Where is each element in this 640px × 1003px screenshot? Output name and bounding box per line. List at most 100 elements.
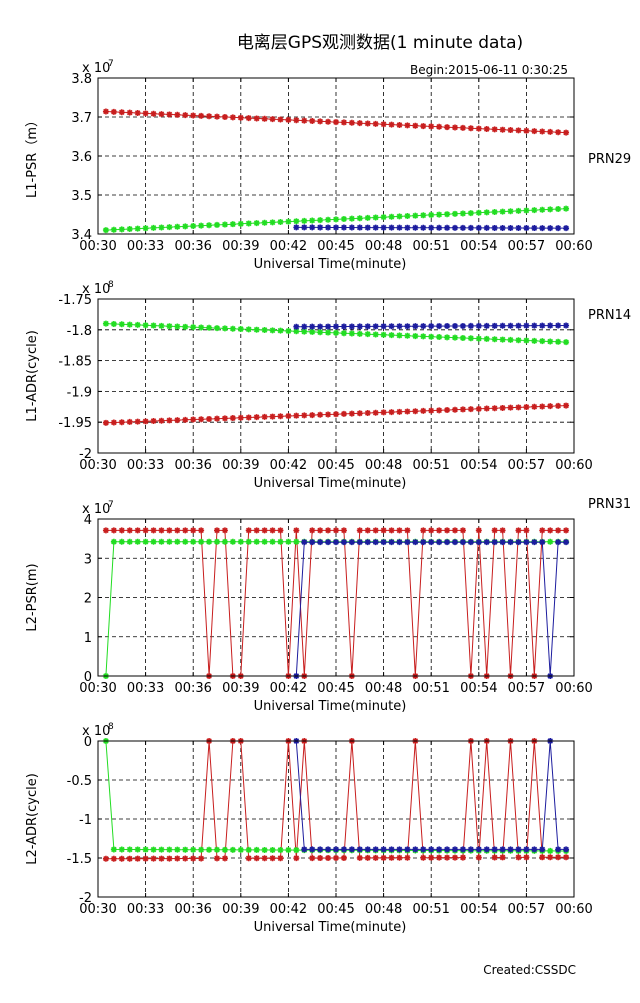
y-exponent-power: 8 (108, 280, 114, 290)
y-exponent-label: x 10 (82, 282, 110, 297)
data-point (436, 211, 443, 218)
data-point (563, 402, 570, 409)
data-point (118, 109, 125, 116)
data-point (459, 224, 466, 231)
data-point (174, 417, 181, 424)
data-point (372, 331, 379, 338)
data-point (285, 327, 292, 334)
data-point (412, 408, 419, 415)
data-point (396, 527, 403, 534)
data-point (452, 854, 458, 861)
data-point (380, 539, 387, 546)
data-point (333, 329, 339, 336)
data-point (380, 121, 387, 128)
y-tick-label: -2 (79, 447, 92, 462)
y-tick-label: 4 (84, 513, 92, 528)
data-point (523, 846, 530, 853)
data-point (182, 527, 189, 534)
data-point (356, 323, 363, 330)
data-point (459, 846, 466, 853)
data-point (348, 846, 355, 853)
data-point (309, 323, 316, 330)
y-axis-label: L2-PSR(m) (25, 563, 40, 631)
data-point (333, 216, 339, 223)
data-point (467, 539, 474, 546)
data-point (539, 322, 546, 329)
data-point (396, 224, 403, 231)
data-point (412, 122, 419, 129)
data-point (380, 409, 387, 416)
data-point (467, 125, 474, 132)
data-point (301, 328, 308, 335)
y-tick-label: 2 (84, 592, 92, 607)
legend-prn29: PRN29 (588, 152, 631, 167)
data-point (467, 210, 474, 217)
x-tick-label: 00:42 (270, 902, 307, 917)
data-point (396, 854, 403, 861)
data-point (491, 208, 498, 215)
data-point (110, 855, 117, 862)
data-point (110, 226, 117, 233)
data-point (547, 847, 554, 854)
data-point (467, 322, 474, 329)
data-point (547, 403, 554, 410)
data-point (333, 323, 339, 330)
data-point (380, 323, 387, 330)
data-point (134, 418, 141, 425)
data-point (245, 326, 252, 333)
data-point (126, 846, 133, 853)
data-point (333, 527, 339, 534)
data-point (206, 846, 213, 853)
data-point (380, 214, 387, 221)
data-point (515, 854, 522, 861)
data-point (547, 322, 554, 329)
y-exponent-label: x 10 (82, 724, 110, 739)
data-point (245, 220, 252, 227)
data-point (563, 225, 570, 232)
data-point (428, 527, 435, 534)
y-tick-label: -1.85 (58, 355, 92, 370)
data-point (301, 539, 308, 546)
data-point (142, 110, 149, 117)
data-point (475, 539, 482, 546)
data-point (110, 846, 117, 853)
data-point (396, 121, 403, 128)
data-point (436, 527, 443, 534)
data-point (372, 214, 379, 221)
data-point (491, 336, 498, 343)
data-point (539, 128, 546, 135)
data-point (531, 337, 538, 344)
data-point (428, 539, 435, 546)
x-tick-label: 00:51 (412, 681, 449, 696)
data-point (444, 211, 451, 218)
data-point (206, 222, 213, 229)
data-point (547, 854, 554, 861)
data-point (396, 846, 403, 853)
data-point (214, 538, 220, 545)
data-point (317, 846, 324, 853)
data-point (174, 538, 181, 545)
data-point (483, 539, 490, 546)
data-point (459, 527, 466, 534)
data-point (364, 527, 371, 534)
data-point (539, 206, 546, 213)
data-point (269, 527, 276, 534)
x-tick-label: 00:60 (555, 681, 592, 696)
data-point (340, 330, 347, 337)
data-point (309, 539, 316, 546)
data-point (499, 846, 506, 853)
data-point (531, 846, 538, 853)
data-point (420, 854, 427, 861)
created-by: Created:CSSDC (483, 963, 576, 977)
data-point (539, 403, 546, 410)
data-point (269, 219, 276, 226)
data-point (547, 128, 554, 135)
data-point (356, 539, 363, 546)
data-point (237, 326, 244, 333)
y-tick-label: 3.8 (71, 72, 92, 87)
data-point (348, 323, 355, 330)
data-point (436, 323, 443, 330)
data-point (102, 855, 109, 862)
data-point (142, 855, 149, 862)
data-point (515, 539, 522, 546)
